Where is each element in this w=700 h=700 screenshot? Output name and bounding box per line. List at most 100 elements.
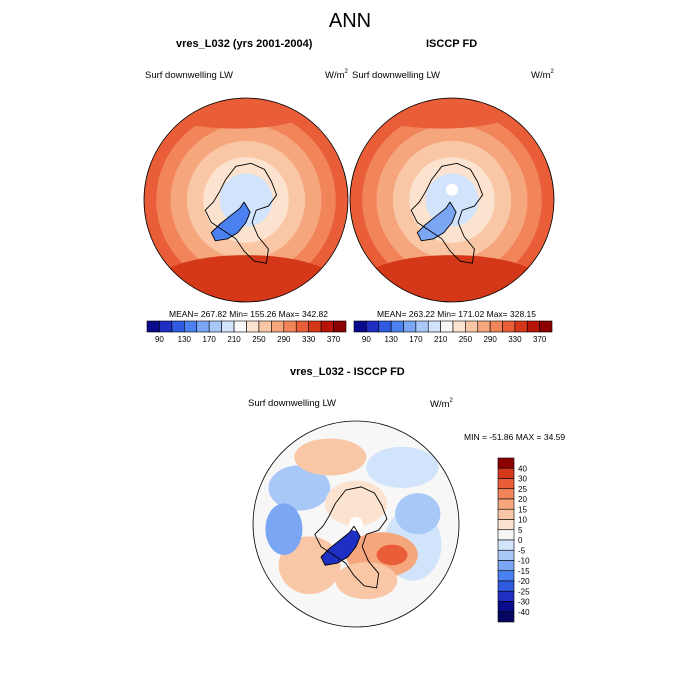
coastline [314,486,388,589]
map-shading [360,255,544,302]
map-shading [268,465,331,511]
panel3-variable: Surf downwelling LW [248,398,337,409]
colorbar2-tick-label: 130 [384,335,398,344]
panel2-units: W/m2 [531,69,554,81]
coastline [320,525,361,566]
colorbar3-tick-label: 5 [518,526,523,535]
colorbar2-box [440,320,454,333]
colorbar2-box [403,320,417,333]
map-border-1 [143,97,349,303]
colorbar3-tick-label: 40 [518,464,527,473]
colorbar1-box [171,320,185,333]
colorbar2-box [378,320,392,333]
colorbar1-box [308,320,322,333]
map-shading [321,526,361,566]
panel2-title: ISCCP FD [426,38,478,50]
colorbar3-tick-label: -40 [518,608,530,617]
colorbar3-box [497,549,515,561]
colorbar3-box [497,539,515,551]
colorbar2-tick-label: 370 [533,335,547,344]
panel1-stats: MEAN= 267.82 Min= 155.26 Max= 342.82 [169,309,329,319]
colorbar3-tick-label: -5 [518,546,526,555]
colorbar2-box [489,320,503,333]
map-shading [366,446,439,488]
colorbar3-tick-label: -25 [518,587,530,596]
colorbar2-box [353,320,367,333]
panel1-units: W/m2 [325,69,348,81]
colorbar2-box [539,320,553,333]
colorbar3-box [497,590,515,602]
map-shading [376,544,408,566]
colorbar2-tick-label: 170 [409,335,423,344]
panel1-title: vres_L032 (yrs 2001-2004) [176,38,313,50]
colorbar3-box [497,519,515,531]
colorbar2-box [415,320,429,333]
map-shading [294,438,367,476]
colorbar1-tick-label: 290 [277,335,291,344]
colorbar2-tick-label: 90 [362,335,371,344]
map-shading [154,255,338,302]
colorbar2-box [465,320,479,333]
colorbar3-tick-label: 15 [518,505,527,514]
colorbar3-box [497,488,515,500]
colorbar1-box [295,320,309,333]
map-shading [154,98,318,129]
coastline [204,162,278,264]
figure-title: ANN [328,10,372,32]
colorbar1-tick-label: 130 [178,335,192,344]
colorbar1-box [246,320,260,333]
colorbar3-box [497,601,515,613]
colorbar3-tick-label: 10 [518,516,527,525]
panel2-stats: MEAN= 263.22 Min= 171.02 Max= 328.15 [377,309,537,319]
coastline [410,162,484,264]
colorbar1-box [283,320,297,333]
colorbar3-tick-label: -15 [518,567,530,576]
colorbar3-tick-label: -20 [518,577,530,586]
colorbar1-box [271,320,285,333]
map-panel-2 [350,98,554,302]
map-shading [335,562,398,600]
map-shading [425,173,479,227]
colorbar3-box [497,570,515,582]
panel1-variable: Surf downwelling LW [145,70,234,81]
colorbar2-tick-label: 210 [434,335,448,344]
colorbar2-box [526,320,540,333]
colorbar3-tick-label: 25 [518,485,527,494]
colorbar2-tick-label: 330 [508,335,522,344]
colorbar2-box [502,320,516,333]
colorbar2-box [427,320,441,333]
coastline [210,201,251,242]
colorbar3-box [497,529,515,541]
colorbar2-box [366,320,380,333]
panel3-stats: MIN = -51.86 MAX = 34.59 [464,432,566,442]
colorbar1-box [208,320,222,333]
map-shading [417,202,457,241]
colorbar1-tick-label: 90 [155,335,164,344]
colorbar3-tick-label: 30 [518,475,527,484]
colorbar3-box [497,467,515,479]
map-border-3 [252,420,460,628]
colorbar1-box [146,320,160,333]
colorbar2-tick-label: 290 [483,335,497,344]
panel3-units: W/m2 [430,398,453,410]
colorbar1-box [333,320,347,333]
map-shading [219,173,273,227]
colorbar2-box [390,320,404,333]
colorbar1-tick-label: 170 [203,335,217,344]
colorbar2-box [452,320,466,333]
colorbar3-box [497,457,515,469]
colorbar1-tick-label: 250 [252,335,266,344]
colorbar1-tick-label: 370 [327,335,341,344]
colorbar1-box [184,320,198,333]
colorbar1-tick-label: 330 [302,335,316,344]
map-border-2 [349,97,555,303]
colorbar1-box [221,320,235,333]
colorbar3-box [497,478,515,490]
colorbar3-box [497,508,515,520]
colorbar2-tick-label: 250 [459,335,473,344]
colorbar3-tick-label: -30 [518,598,530,607]
colorbar3-box [497,498,515,510]
colorbar3-box [497,580,515,592]
map-panel-1 [144,98,348,302]
